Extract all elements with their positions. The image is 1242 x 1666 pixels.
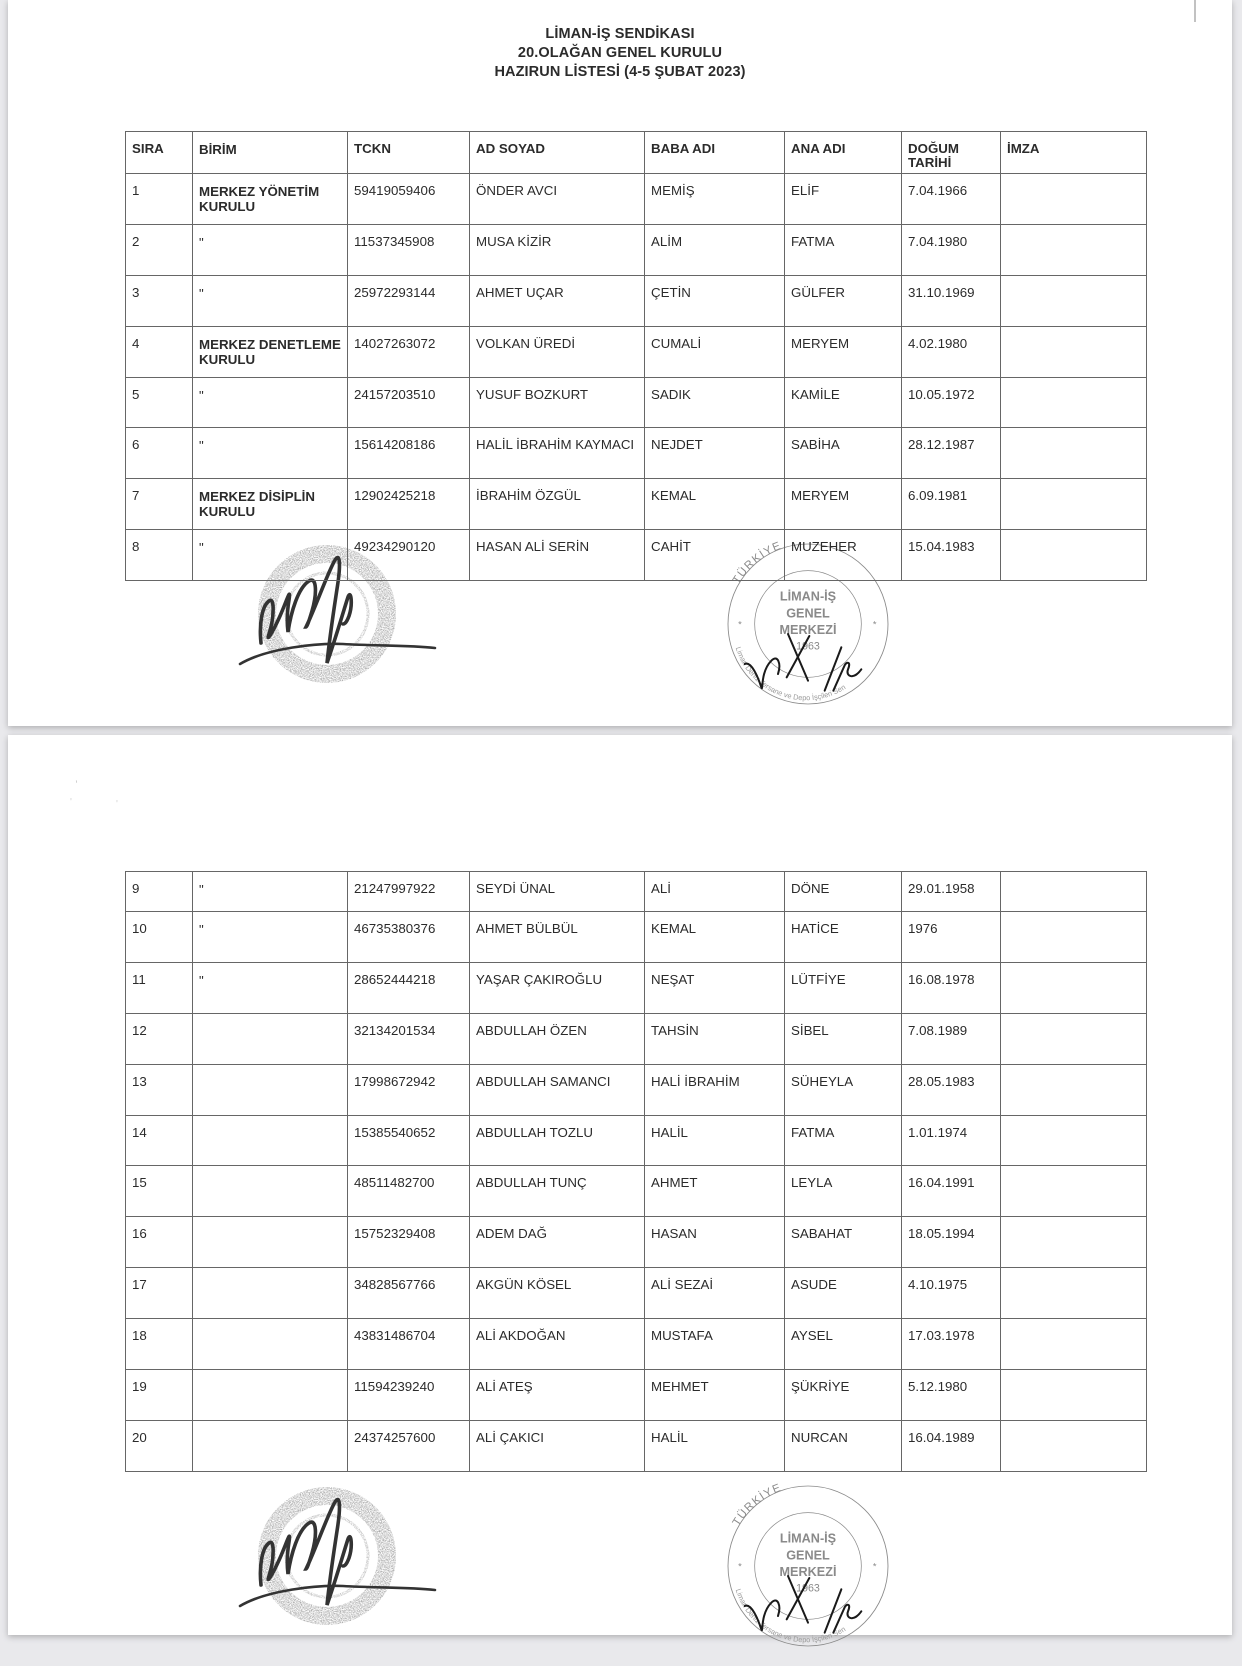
svg-text:LİMAN-İŞ: LİMAN-İŞ: [780, 1530, 836, 1545]
svg-text:*: *: [873, 619, 877, 629]
svg-text:GENEL: GENEL: [786, 606, 830, 620]
svg-text:GENEL: GENEL: [786, 1548, 830, 1562]
svg-text:LİMAN-İŞ: LİMAN-İŞ: [780, 589, 836, 604]
svg-text:1963: 1963: [796, 640, 820, 652]
svg-text:*: *: [738, 1561, 742, 1571]
svg-text:*: *: [738, 619, 742, 629]
svg-text:1963: 1963: [796, 1582, 820, 1594]
svg-text:TÜRKİYE: TÜRKİYE: [731, 1481, 784, 1527]
svg-text:*: *: [873, 1561, 877, 1571]
